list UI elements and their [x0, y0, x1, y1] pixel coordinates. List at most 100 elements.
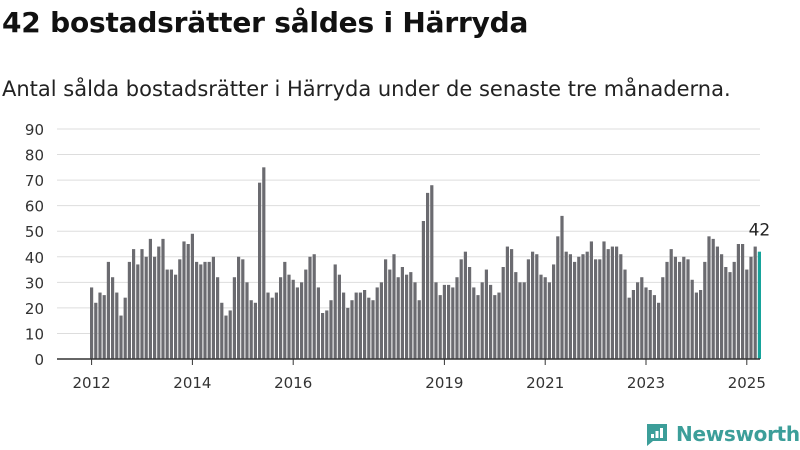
- bar: [459, 259, 463, 359]
- bar: [371, 300, 375, 359]
- y-tick-label: 0: [34, 351, 44, 369]
- y-tick-label: 70: [25, 172, 44, 190]
- bar: [749, 256, 753, 359]
- bar: [300, 282, 304, 359]
- bar: [526, 259, 530, 359]
- bar: [442, 284, 446, 359]
- bar: [182, 241, 186, 359]
- bar: [337, 274, 341, 359]
- bar: [342, 292, 346, 359]
- bar: [631, 290, 635, 359]
- bar: [497, 292, 501, 359]
- y-tick-label: 30: [25, 274, 44, 292]
- x-tick-label: 2021: [526, 374, 564, 392]
- bar: [686, 259, 690, 359]
- bar-chart: 0 10 20 30 40 50 60 70 80 90 2012 2014 2016 2019 2021 2…: [25, 121, 770, 392]
- bar: [493, 295, 497, 359]
- y-tick-label: 90: [25, 121, 44, 139]
- bar: [379, 282, 383, 359]
- bar: [615, 246, 619, 359]
- bar: [522, 282, 526, 359]
- bar: [287, 274, 291, 359]
- y-tick-label: 50: [25, 223, 44, 241]
- bar: [106, 261, 110, 359]
- bar: [148, 238, 152, 359]
- bar: [136, 264, 140, 359]
- bar: [346, 307, 350, 359]
- bar: [413, 282, 417, 359]
- bar: [363, 290, 367, 359]
- bar: [694, 292, 698, 359]
- bar: [619, 254, 623, 359]
- y-tick-label: 60: [25, 198, 44, 216]
- bar: [505, 246, 509, 359]
- bar: [321, 313, 325, 359]
- bar: [636, 282, 640, 359]
- newsworthy-logo-text: Newsworthy: [676, 422, 800, 446]
- bar: [329, 300, 333, 359]
- bar: [111, 277, 115, 359]
- bar: [400, 267, 404, 359]
- bar: [325, 310, 329, 359]
- bar: [510, 249, 514, 359]
- bar: [430, 185, 434, 359]
- bar: [333, 264, 337, 359]
- bar: [543, 277, 547, 359]
- bar: [274, 292, 278, 359]
- bar: [228, 310, 232, 359]
- bar: [732, 261, 736, 359]
- bar: [157, 246, 161, 359]
- bar: [484, 269, 488, 359]
- bar: [195, 261, 199, 359]
- x-tick-label: 2019: [425, 374, 463, 392]
- bar: [736, 244, 740, 359]
- bar: [715, 246, 719, 359]
- bar: [316, 287, 320, 359]
- bar: [291, 279, 295, 359]
- bar: [581, 254, 585, 359]
- bar: [623, 269, 627, 359]
- bar: [568, 254, 572, 359]
- bar: [119, 315, 123, 359]
- chart-title: 42 bostadsrätter såldes i Härryda: [2, 6, 529, 39]
- bar: [438, 295, 442, 359]
- bar: [94, 302, 98, 359]
- bar: [535, 254, 539, 359]
- bar: [358, 292, 362, 359]
- bar: [564, 251, 568, 359]
- bar: [594, 259, 598, 359]
- bar: [539, 274, 543, 359]
- bar: [501, 267, 505, 359]
- bar: [165, 269, 169, 359]
- x-tick-label: 2016: [274, 374, 312, 392]
- bar: [640, 277, 644, 359]
- bar: [665, 261, 669, 359]
- bar: [102, 295, 106, 359]
- bar: [367, 297, 371, 359]
- bar: [270, 297, 274, 359]
- bar: [161, 238, 165, 359]
- bar: [610, 246, 614, 359]
- bar: [174, 274, 178, 359]
- bar: [577, 256, 581, 359]
- bar: [405, 274, 409, 359]
- bar: [186, 244, 190, 359]
- newsworthy-logo: Newsworthy: [644, 420, 800, 448]
- bar: [573, 261, 577, 359]
- bar: [518, 282, 522, 359]
- bar: [669, 249, 673, 359]
- y-tick-label: 40: [25, 249, 44, 267]
- bar: [745, 269, 749, 359]
- bar: [589, 241, 593, 359]
- bar: [556, 236, 560, 359]
- bar: [132, 249, 136, 359]
- bar: [627, 297, 631, 359]
- bar: [606, 249, 610, 359]
- bar: [245, 282, 249, 359]
- bar: [169, 269, 173, 359]
- bar: [283, 261, 287, 359]
- bar: [468, 267, 472, 359]
- bar: [455, 277, 459, 359]
- bar: [552, 264, 556, 359]
- bar: [648, 290, 652, 359]
